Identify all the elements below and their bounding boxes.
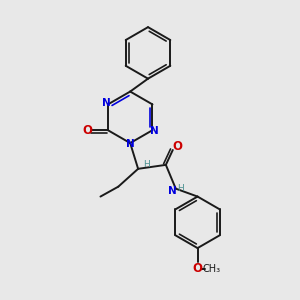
Text: N: N <box>168 186 177 196</box>
Text: O: O <box>82 124 92 137</box>
Text: O: O <box>173 140 183 152</box>
Text: H: H <box>143 160 149 169</box>
Text: N: N <box>150 126 159 136</box>
Text: CH₃: CH₃ <box>202 264 220 274</box>
Text: N: N <box>101 98 110 108</box>
Text: H: H <box>177 184 184 193</box>
Text: N: N <box>126 139 135 149</box>
Text: O: O <box>193 262 202 275</box>
